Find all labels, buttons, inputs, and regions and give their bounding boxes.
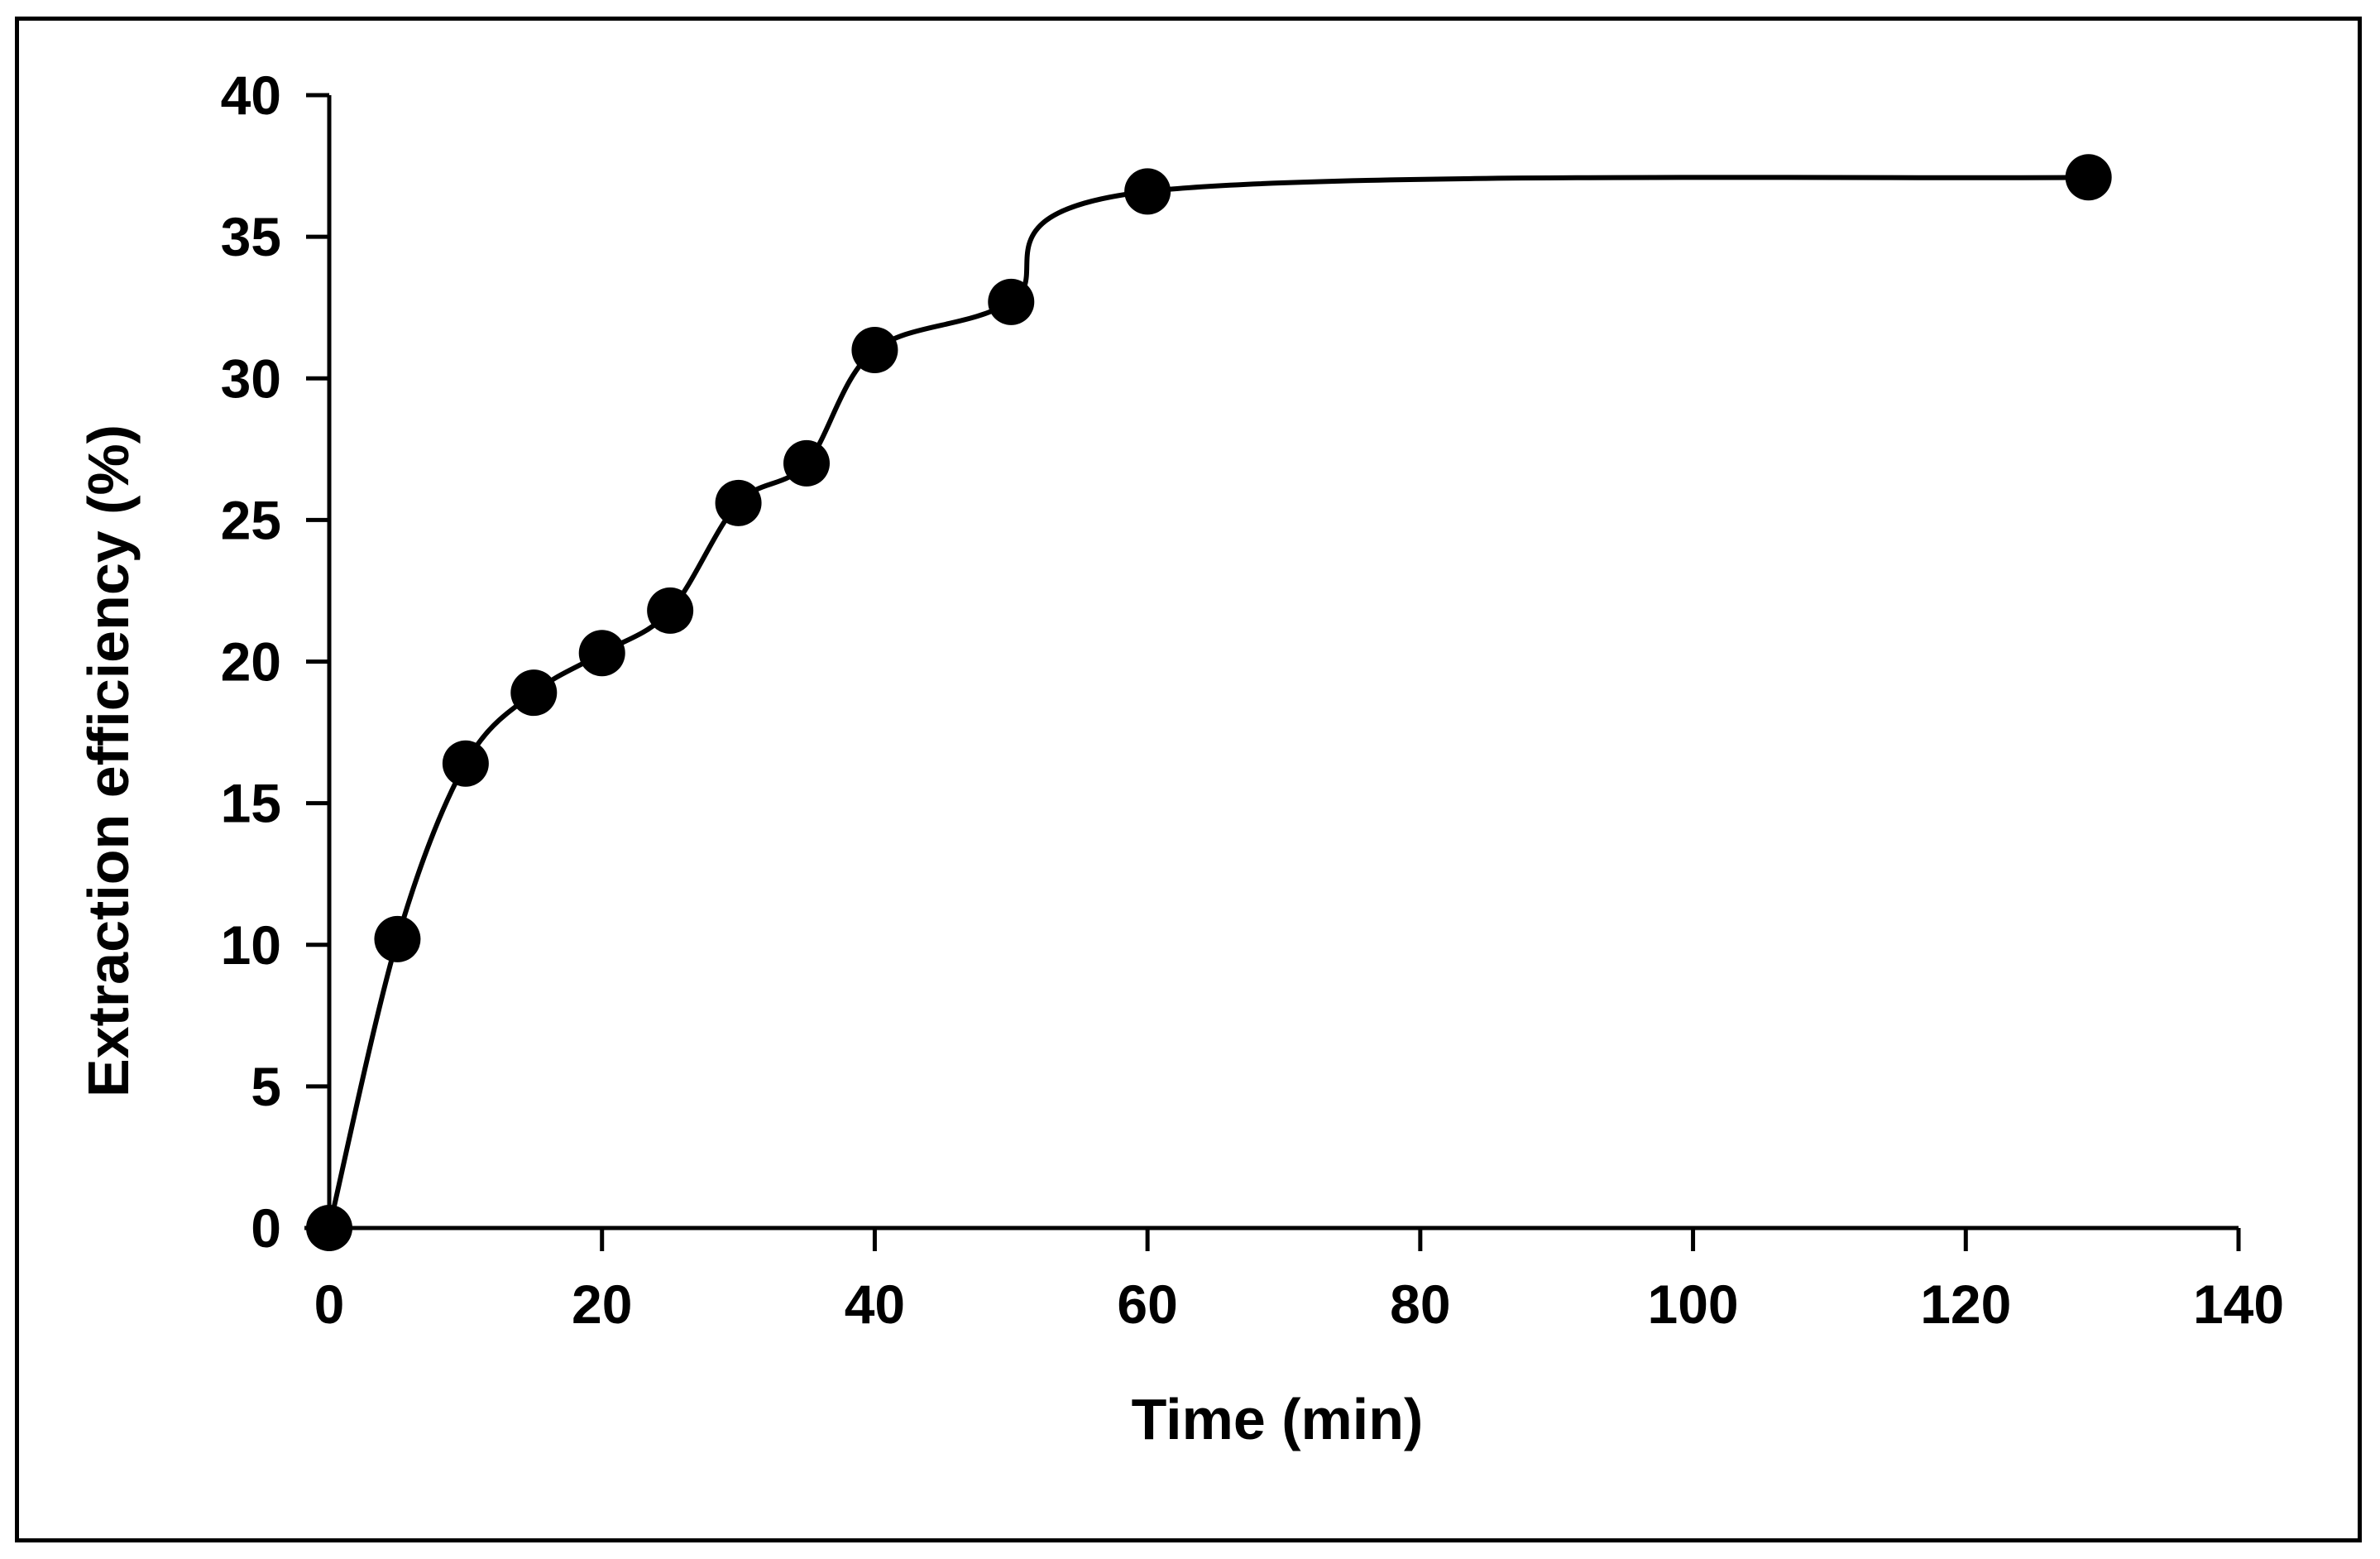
data-point [647, 587, 694, 634]
x-tick-label: 0 [314, 1274, 345, 1335]
x-tick-label: 80 [1390, 1274, 1450, 1335]
data-point [442, 740, 489, 787]
chart-frame [15, 17, 2362, 1542]
data-point [510, 669, 558, 717]
y-tick-label: 35 [221, 206, 281, 267]
y-tick-label: 5 [251, 1056, 281, 1117]
y-tick-label: 20 [221, 631, 281, 693]
data-point [578, 630, 625, 677]
y-tick-label: 0 [251, 1197, 281, 1259]
data-point [783, 439, 830, 487]
series-line [327, 175, 2089, 1229]
x-ticks: 0 20 40 60 80 100 120 140 [314, 1228, 2284, 1335]
y-tick-label: 25 [221, 489, 281, 550]
x-tick-label: 40 [845, 1274, 905, 1335]
data-point [988, 278, 1035, 325]
y-tick-label: 40 [221, 65, 281, 126]
y-tick-label: 30 [221, 348, 281, 409]
data-point [374, 915, 421, 962]
data-point [851, 327, 898, 374]
y-tick-label: 10 [221, 914, 281, 976]
x-axis-title: Time (min) [1132, 1387, 1424, 1451]
data-point [306, 1205, 352, 1251]
series-layer [306, 154, 2112, 1251]
x-tick-label: 60 [1117, 1274, 1177, 1335]
x-tick-label: 100 [1648, 1274, 1739, 1335]
x-tick-label: 120 [1920, 1274, 2011, 1335]
y-ticks: 0 5 10 15 20 25 30 35 40 [221, 65, 329, 1259]
y-tick-label: 15 [221, 773, 281, 834]
data-point [2065, 154, 2112, 201]
data-point [715, 479, 762, 526]
x-tick-label: 20 [572, 1274, 632, 1335]
x-tick-label: 140 [2193, 1274, 2284, 1335]
data-point [1124, 168, 1171, 215]
y-axis-title: Extraction efficiency (%) [76, 425, 141, 1097]
